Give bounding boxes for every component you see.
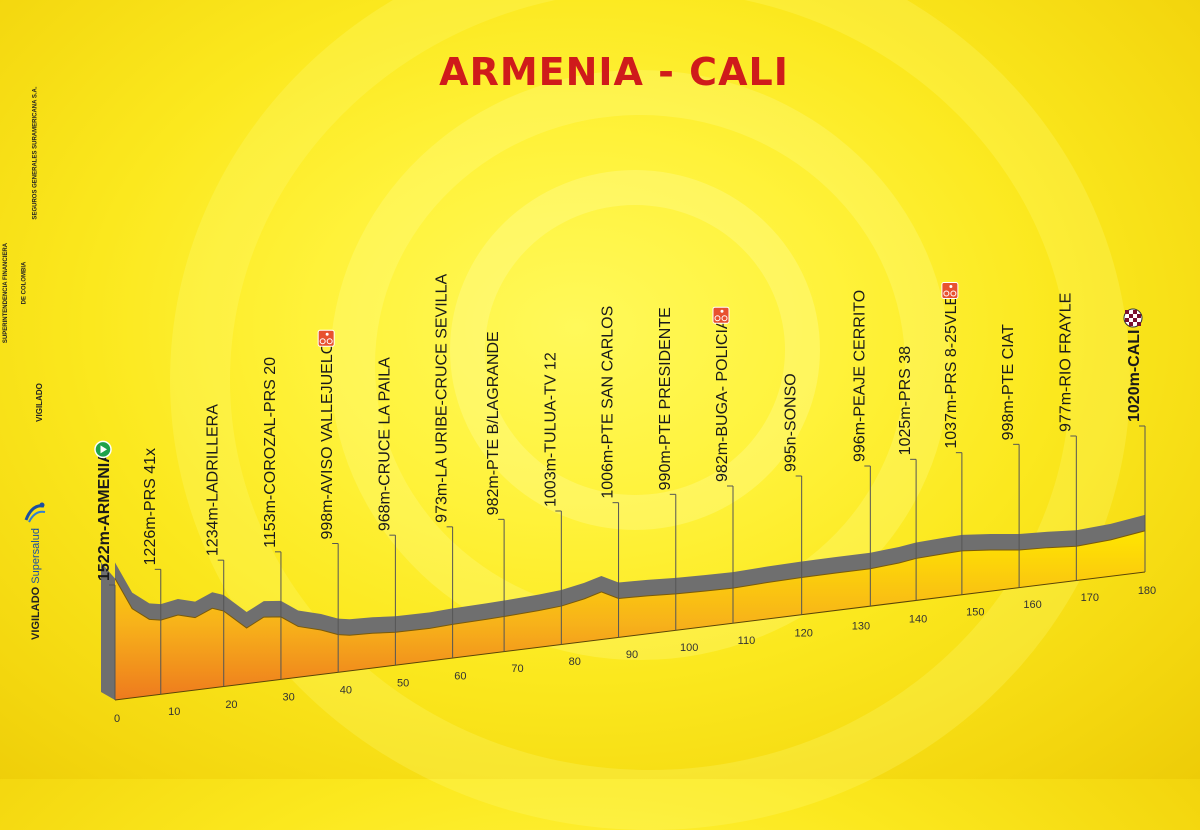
terrain-area-fill [115, 530, 1145, 700]
waypoint-label: 1003m-TULUA-TV 12 [542, 352, 559, 507]
waypoint-icons [94, 281, 1143, 459]
page-title: ARMENIA - CALI [439, 50, 789, 94]
finish-flag-icon [1123, 308, 1143, 328]
waypoint-label: 977m-RIO FRAYLE [1057, 293, 1074, 432]
waypoint-label: 1522m-ARMENIA [96, 451, 113, 581]
x-axis-ticks: 0 10 20 30 40 50 60 70 80 90 100 110 120 130 140 150 160… [114, 585, 1156, 725]
terrain-area [101, 530, 1146, 701]
x-tick-label: 120 [794, 628, 812, 640]
waypoint-label: 1234m-LADRILLERA [205, 404, 222, 556]
waypoint-label: 968m-CRUCE LA PAILA [376, 357, 393, 531]
x-tick-label: 110 [738, 635, 756, 647]
stage-profile-chart: 1522m-ARMENIA 1226m-PRS 41x 1234m-LADRILLE… [94, 274, 1156, 725]
sprint-bike-icon [317, 329, 335, 347]
x-tick-label: 100 [680, 642, 698, 654]
waypoint-label: 973m-LA URIBE-CRUCE SEVILLA [434, 274, 451, 523]
start-icon [94, 440, 112, 459]
waypoint-label: 996m-PEAJE CERRITO [851, 290, 868, 462]
x-tick-label: 160 [1023, 599, 1041, 611]
x-tick-label: 40 [340, 685, 352, 697]
waypoint-labels: 1522m-ARMENIA 1226m-PRS 41x 1234m-LADRILLE… [96, 274, 1143, 581]
x-tick-label: 70 [511, 663, 523, 675]
waypoint-label: 995n-SONSO [783, 373, 800, 472]
sprint-bike-icon [712, 306, 730, 324]
terrain-side-wall [101, 562, 115, 700]
waypoint-label: 982m-BUGA- POLICIA [714, 318, 731, 482]
x-tick-label: 50 [397, 677, 409, 689]
x-tick-label: 180 [1138, 585, 1156, 597]
waypoint-label: 990m-PTE PRESIDENTE [657, 307, 674, 490]
waypoint-label: 998m-PTE CIAT [1000, 324, 1017, 440]
profile-line [114, 530, 1146, 636]
waypoint-label: 1037m-PRS 8-25VLB [943, 295, 960, 449]
waypoint-label: 1006m-PTE SAN CARLOS [600, 306, 617, 499]
waypoint-label: 1020m-CALI [1126, 330, 1143, 422]
waypoint-label: 1153m-COROZAL-PRS 20 [262, 357, 279, 548]
waypoint-poles [109, 425, 1146, 700]
x-tick-label: 30 [283, 692, 295, 704]
x-tick-label: 90 [626, 649, 638, 661]
profile-baseline [114, 571, 1146, 701]
waypoint-label: 982m-PTE B/LAGRANDE [485, 331, 502, 515]
x-tick-label: 10 [168, 706, 180, 718]
x-tick-label: 150 [966, 606, 984, 618]
x-tick-label: 140 [909, 613, 927, 625]
waypoint-label: 998m-AVISO VALLEJUELOS [319, 331, 336, 539]
x-tick-label: 80 [569, 656, 581, 668]
x-tick-label: 60 [454, 670, 466, 682]
sprint-bike-icon [941, 281, 959, 299]
x-tick-label: 20 [225, 699, 237, 711]
x-tick-label: 170 [1081, 592, 1099, 604]
waypoint-label: 1025m-PRS 38 [897, 346, 914, 455]
supersalud-logo [22, 500, 48, 526]
x-tick-label: 130 [852, 621, 870, 633]
waypoint-label: 1226m-PRS 41x [142, 448, 159, 565]
x-tick-label: 0 [114, 713, 120, 725]
supersalud-logo-icon [24, 502, 46, 523]
